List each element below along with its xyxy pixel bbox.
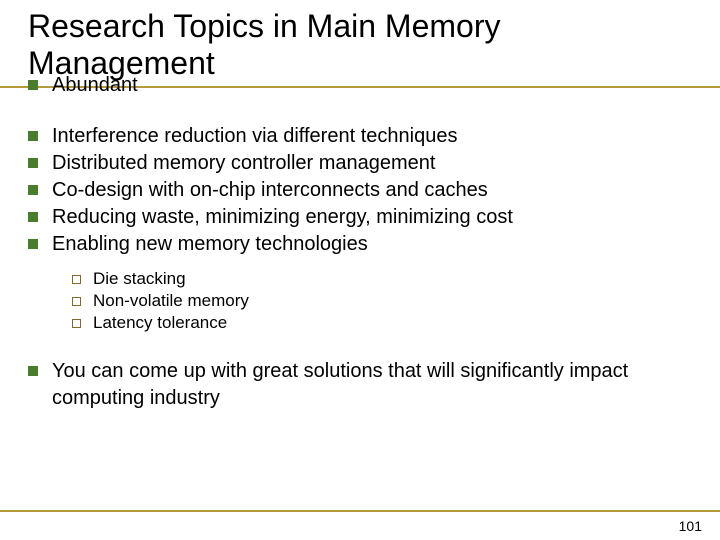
bullet-square-icon bbox=[28, 366, 38, 376]
bullet-outline-square-icon bbox=[72, 275, 81, 284]
list-item: You can come up with great solutions tha… bbox=[28, 358, 692, 412]
spacer bbox=[28, 99, 692, 123]
bullet-square-icon bbox=[28, 80, 38, 90]
list-item-text: Enabling new memory technologies bbox=[52, 231, 368, 258]
list-item: Non-volatile memory bbox=[72, 290, 692, 312]
list-item-text: Reducing waste, minimizing energy, minim… bbox=[52, 204, 513, 231]
list-item-text: Die stacking bbox=[93, 268, 186, 290]
list-item-text: Latency tolerance bbox=[93, 312, 227, 334]
list-item-text: Co-design with on-chip interconnects and… bbox=[52, 177, 488, 204]
page-number: 101 bbox=[679, 518, 702, 534]
slide-body: Abundant Interference reduction via diff… bbox=[28, 72, 692, 412]
bullet-outline-square-icon bbox=[72, 297, 81, 306]
list-item: Distributed memory controller management bbox=[28, 150, 692, 177]
list-item-text: Non-volatile memory bbox=[93, 290, 249, 312]
slide-title: Research Topics in Main Memory Managemen… bbox=[28, 8, 692, 82]
bullet-square-icon bbox=[28, 158, 38, 168]
list-item: Co-design with on-chip interconnects and… bbox=[28, 177, 692, 204]
divider-bottom bbox=[0, 510, 720, 512]
spacer bbox=[28, 258, 692, 268]
list-item-text: Interference reduction via different tec… bbox=[52, 123, 457, 150]
bullet-square-icon bbox=[28, 239, 38, 249]
list-item: Enabling new memory technologies bbox=[28, 231, 692, 258]
list-item: Interference reduction via different tec… bbox=[28, 123, 692, 150]
list-item: Latency tolerance bbox=[72, 312, 692, 334]
list-item-text: Abundant bbox=[52, 72, 138, 99]
bullet-square-icon bbox=[28, 212, 38, 222]
bullet-square-icon bbox=[28, 185, 38, 195]
list-item: Abundant bbox=[28, 72, 692, 99]
slide: Research Topics in Main Memory Managemen… bbox=[0, 0, 720, 540]
bullet-outline-square-icon bbox=[72, 319, 81, 328]
list-item: Die stacking bbox=[72, 268, 692, 290]
list-item-text: You can come up with great solutions tha… bbox=[52, 358, 692, 412]
bullet-square-icon bbox=[28, 131, 38, 141]
list-item: Reducing waste, minimizing energy, minim… bbox=[28, 204, 692, 231]
list-item-text: Distributed memory controller management bbox=[52, 150, 436, 177]
spacer bbox=[28, 334, 692, 358]
